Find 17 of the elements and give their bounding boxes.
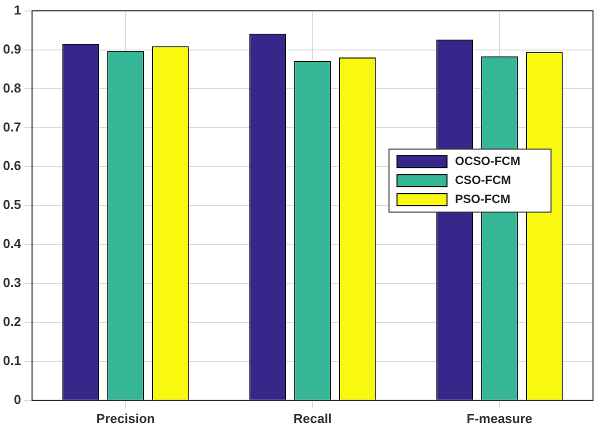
y-tick-label: 1 [14,2,22,18]
x-tick-label: F-measure [466,410,532,426]
legend-label: PSO-FCM [455,192,510,206]
y-tick-label: 0.7 [2,119,22,134]
y-tick-label: 0 [14,392,22,407]
x-tick-label: Precision [96,410,155,426]
legend-label: CSO-FCM [455,172,511,187]
y-tick-label: 0.1 [2,353,22,368]
y-tick-label: 0.8 [2,80,22,96]
legend-label: OCSO-FCM [455,154,520,168]
y-tick-label: 0.3 [2,275,22,290]
x-tick-label: Recall [293,410,332,426]
y-tick-label: 0.5 [2,197,22,212]
y-tick-label: 0.9 [2,41,22,56]
y-tick-label: 0.6 [2,158,22,174]
y-tick-label: 0.2 [2,314,22,330]
y-tick-label: 0.4 [2,236,22,252]
